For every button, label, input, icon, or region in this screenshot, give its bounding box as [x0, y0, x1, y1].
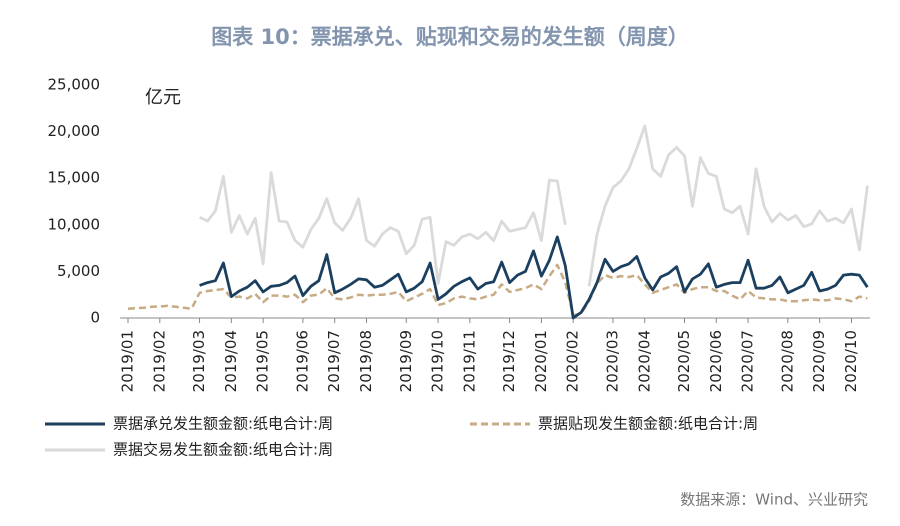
x-tick-label: 2019/05 [254, 330, 272, 392]
x-tick-label: 2020/04 [635, 330, 653, 392]
x-tick-label: 2019/06 [293, 330, 311, 392]
chart-title: 图表 10：票据承兑、贴现和交易的发生额（周度） [211, 25, 689, 49]
x-tick-label: 2019/01 [119, 330, 137, 392]
x-tick-label: 2020/06 [707, 330, 725, 392]
legend-label: 票据贴现发生额金额:纸电合计:周 [538, 415, 758, 433]
legend-label: 票据交易发生额金额:纸电合计:周 [113, 441, 333, 459]
y-tick-label: 5,000 [57, 262, 100, 280]
x-tick-label: 2019/02 [150, 330, 168, 392]
y-tick-label: 10,000 [48, 215, 101, 233]
y-tick-label: 20,000 [48, 122, 101, 140]
x-tick-label: 2019/12 [500, 330, 518, 392]
x-tick-label: 2019/04 [222, 330, 240, 392]
x-tick-label: 2019/08 [357, 330, 375, 392]
x-tick-label: 2019/09 [397, 330, 415, 392]
series-line [198, 124, 869, 287]
x-tick-label: 2019/10 [429, 330, 447, 392]
y-unit: 亿元 [145, 87, 181, 108]
y-tick-label: 15,000 [48, 169, 101, 187]
x-tick-label: 2020/03 [603, 330, 621, 392]
x-tick-label: 2020/08 [778, 330, 796, 392]
x-tick-label: 2020/07 [739, 330, 757, 392]
y-tick-label: 25,000 [48, 76, 101, 94]
legend-label: 票据承兑发生额金额:纸电合计:周 [113, 415, 333, 433]
x-tick-label: 2019/03 [190, 330, 208, 392]
x-tick-label: 2019/11 [460, 330, 478, 392]
x-tick-label: 2019/07 [325, 330, 343, 392]
x-tick-label: 2020/10 [842, 330, 860, 392]
series-line [199, 235, 869, 320]
x-tick-label: 2020/09 [810, 330, 828, 392]
x-tick-label: 2020/05 [675, 330, 693, 392]
x-tick-label: 2020/02 [564, 330, 582, 392]
x-tick-label: 2020/01 [532, 330, 550, 392]
series-line [127, 263, 868, 317]
y-tick-label: 0 [90, 309, 100, 327]
source: 数据来源：Wind、兴业研究 [680, 491, 868, 509]
